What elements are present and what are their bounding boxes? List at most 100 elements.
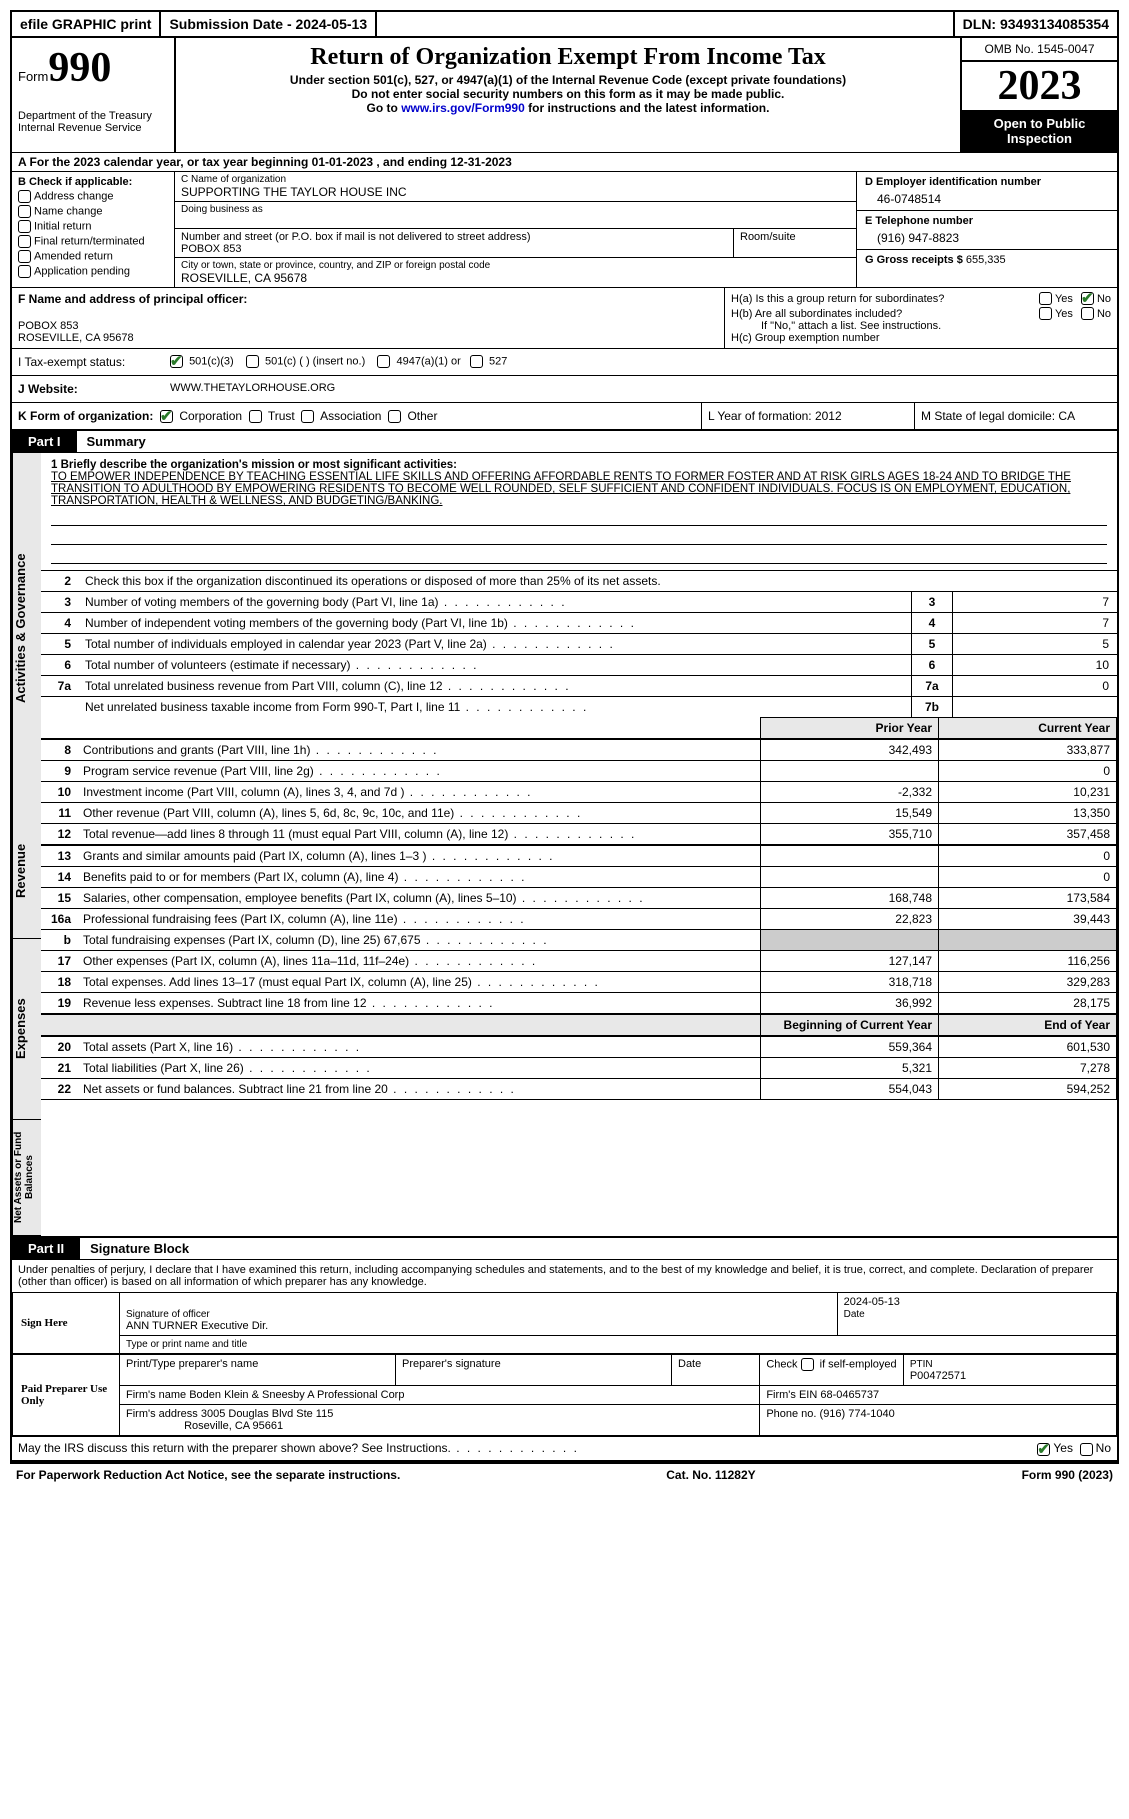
room-label: Room/suite xyxy=(740,231,850,243)
ha-no[interactable] xyxy=(1081,292,1094,305)
ha-yes[interactable] xyxy=(1039,292,1052,305)
top-bar: efile GRAPHIC print Submission Date - 20… xyxy=(10,10,1119,38)
part-2-title: Signature Block xyxy=(80,1238,199,1259)
officer-label: F Name and address of principal officer: xyxy=(18,292,718,306)
part-1-title: Summary xyxy=(77,431,156,452)
cat-no: Cat. No. 11282Y xyxy=(666,1468,755,1482)
addr: POBOX 853 xyxy=(181,243,727,255)
ptin: P00472571 xyxy=(910,1370,966,1382)
org-form-label: K Form of organization: xyxy=(18,409,153,423)
check-527[interactable] xyxy=(470,355,483,368)
prep-date-label: Date xyxy=(672,1355,760,1386)
check-final-return[interactable] xyxy=(18,235,31,248)
website-label: J Website: xyxy=(12,376,164,402)
officer-addr2: ROSEVILLE, CA 95678 xyxy=(18,332,718,344)
check-501c[interactable] xyxy=(246,355,259,368)
gross-receipts: 655,335 xyxy=(966,254,1006,266)
vtab-revenue: Revenue xyxy=(12,803,41,939)
city: ROSEVILLE, CA 95678 xyxy=(181,271,850,285)
h-b-note: If "No," attach a list. See instructions… xyxy=(731,320,1111,332)
subtitle-1: Under section 501(c), 527, or 4947(a)(1)… xyxy=(180,73,956,87)
part-2-tab: Part II xyxy=(12,1238,80,1259)
firm-addr2: Roseville, CA 95661 xyxy=(184,1420,283,1432)
org-name: SUPPORTING THE TAYLOR HOUSE INC xyxy=(181,185,850,199)
state-domicile: M State of legal domicile: CA xyxy=(915,403,1117,429)
instructions-link[interactable]: www.irs.gov/Form990 xyxy=(401,101,525,115)
bcy-hdr: Beginning of Current Year xyxy=(761,1015,939,1036)
ein-label: D Employer identification number xyxy=(865,176,1109,188)
paid-preparer-label: Paid Preparer Use Only xyxy=(13,1355,120,1436)
form-prefix: Form xyxy=(18,69,48,84)
discuss-yes[interactable] xyxy=(1037,1443,1050,1456)
row-a-period: A For the 2023 calendar year, or tax yea… xyxy=(12,152,1117,171)
subtitle-2: Do not enter social security numbers on … xyxy=(180,87,956,101)
vtab-netassets: Net Assets or Fund Balances xyxy=(12,1120,41,1236)
hb-yes[interactable] xyxy=(1039,307,1052,320)
officer-name: ANN TURNER Executive Dir. xyxy=(126,1320,268,1332)
line-2: Check this box if the organization disco… xyxy=(85,574,661,588)
firm-phone: (916) 774-1040 xyxy=(820,1408,895,1420)
tel: (916) 947-8823 xyxy=(865,227,1109,245)
check-app-pending[interactable] xyxy=(18,265,31,278)
h-b-label: H(b) Are all subordinates included? xyxy=(731,308,1039,320)
check-name-change[interactable] xyxy=(18,205,31,218)
omb-number: OMB No. 1545-0047 xyxy=(962,38,1117,62)
vtab-governance: Activities & Governance xyxy=(12,453,41,803)
form-number: 990 xyxy=(48,45,111,91)
firm-ein: 68-0465737 xyxy=(820,1389,879,1401)
part-1-header: Part I Summary xyxy=(12,429,1117,453)
tax-year: 2023 xyxy=(962,62,1117,110)
prep-sig-label: Preparer's signature xyxy=(396,1355,672,1386)
year-formation: L Year of formation: 2012 xyxy=(702,403,915,429)
h-c-label: H(c) Group exemption number xyxy=(731,332,1111,344)
form-id: Form 990 (2023) xyxy=(1022,1468,1113,1482)
part-1-tab: Part I xyxy=(12,431,77,452)
check-self-employed[interactable] xyxy=(801,1358,814,1371)
form-title: Return of Organization Exempt From Incom… xyxy=(180,44,956,71)
dln: DLN: 93493134085354 xyxy=(955,12,1117,36)
pra-notice: For Paperwork Reduction Act Notice, see … xyxy=(16,1468,400,1482)
check-trust[interactable] xyxy=(249,410,262,423)
firm-addr1: 3005 Douglas Blvd Ste 115 xyxy=(201,1408,334,1420)
discuss-question: May the IRS discuss this return with the… xyxy=(18,1441,451,1455)
discuss-no[interactable] xyxy=(1080,1443,1093,1456)
website-value: WWW.THETAYLORHOUSE.ORG xyxy=(164,376,1117,402)
eoy-hdr: End of Year xyxy=(939,1015,1117,1036)
check-corp[interactable] xyxy=(160,410,173,423)
firm-name: Boden Klein & Sneesby A Professional Cor… xyxy=(189,1389,404,1401)
tel-label: E Telephone number xyxy=(865,215,1109,227)
vtab-expenses: Expenses xyxy=(12,939,41,1120)
check-amended[interactable] xyxy=(18,250,31,263)
name-title-label: Type or print name and title xyxy=(120,1336,1117,1354)
check-address-change[interactable] xyxy=(18,190,31,203)
form-header: Form990 Department of the Treasury Inter… xyxy=(12,38,1117,152)
ein: 46-0748514 xyxy=(865,188,1109,206)
tax-status-label: I Tax-exempt status: xyxy=(12,349,164,375)
col-b-checks: B Check if applicable: Address change Na… xyxy=(12,172,175,287)
check-initial-return[interactable] xyxy=(18,220,31,233)
addr-label: Number and street (or P.O. box if mail i… xyxy=(181,231,727,243)
curr-year-hdr: Current Year xyxy=(939,718,1117,739)
check-other[interactable] xyxy=(388,410,401,423)
efile-label: efile GRAPHIC print xyxy=(12,12,161,36)
dept-label: Department of the Treasury Internal Reve… xyxy=(18,110,168,134)
city-label: City or town, state or province, country… xyxy=(181,260,850,271)
part-2-header: Part II Signature Block xyxy=(12,1236,1117,1260)
declaration: Under penalties of perjury, I declare th… xyxy=(12,1260,1117,1292)
gross-label: G Gross receipts $ xyxy=(865,254,963,266)
prior-year-hdr: Prior Year xyxy=(761,718,939,739)
hb-no[interactable] xyxy=(1081,307,1094,320)
submission-date: Submission Date - 2024-05-13 xyxy=(161,12,377,36)
h-a-label: H(a) Is this a group return for subordin… xyxy=(731,293,1039,305)
mission-text: TO EMPOWER INDEPENDENCE BY TEACHING ESSE… xyxy=(51,471,1107,507)
check-assoc[interactable] xyxy=(301,410,314,423)
sign-date: 2024-05-13 xyxy=(844,1296,900,1308)
officer-addr1: POBOX 853 xyxy=(18,320,718,332)
inspection-label: Open to Public Inspection xyxy=(962,110,1117,152)
sig-officer-label: Signature of officer xyxy=(126,1309,210,1320)
check-4947[interactable] xyxy=(377,355,390,368)
sign-here-label: Sign Here xyxy=(13,1293,120,1354)
org-name-label: C Name of organization xyxy=(181,174,850,185)
check-501c3[interactable] xyxy=(170,355,183,368)
prep-name-label: Print/Type preparer's name xyxy=(120,1355,396,1386)
